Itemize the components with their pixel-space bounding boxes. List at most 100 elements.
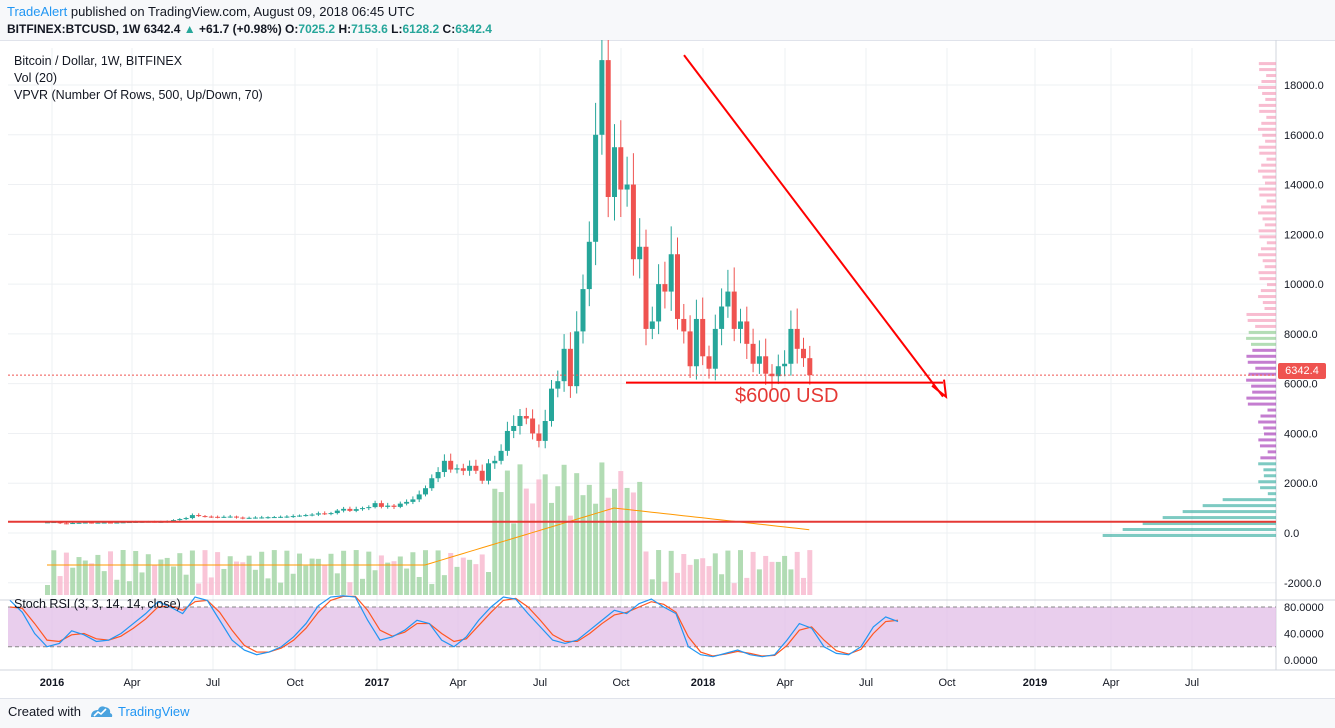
vpvr-row	[1263, 474, 1276, 478]
volume-bar	[297, 553, 302, 595]
created-with-text: Created with	[8, 704, 81, 719]
candle-body	[460, 468, 466, 471]
volume-bar	[89, 563, 95, 595]
open-value: 7025.2	[298, 22, 336, 36]
legend-vpvr[interactable]: VPVR (Number Of Rows, 500, Up/Down, 70)	[14, 88, 263, 102]
candle-body	[542, 421, 548, 441]
candle-body	[687, 331, 693, 367]
time-tick-label: 2017	[365, 677, 389, 689]
volume-bar	[605, 497, 611, 595]
volume-bar	[202, 550, 208, 595]
vpvr-row	[1259, 151, 1276, 155]
candle-body	[284, 516, 290, 518]
candles[interactable]	[45, 40, 813, 525]
candle-body	[523, 416, 529, 419]
vpvr-row	[1258, 62, 1276, 66]
candle-body	[549, 388, 554, 421]
candle-body	[719, 306, 725, 329]
volume-bar	[189, 550, 195, 595]
vpvr-row	[1262, 301, 1276, 305]
last-price: 6342.4	[143, 22, 181, 36]
volume-bar	[693, 559, 699, 595]
volume-bar	[706, 566, 712, 595]
volume-bar	[360, 578, 365, 595]
vpvr-row	[1262, 91, 1276, 95]
vpvr-row	[1248, 372, 1276, 376]
volume-bar	[599, 462, 605, 595]
vpvr-row	[1162, 516, 1276, 520]
volume-bar	[76, 557, 82, 595]
vpvr-row	[1258, 127, 1276, 131]
candle-body	[189, 515, 195, 519]
candle-body	[599, 60, 605, 135]
vpvr-row	[1258, 271, 1276, 275]
volume-bar	[542, 474, 548, 595]
volume-bar	[70, 567, 76, 595]
vpvr-row	[1262, 175, 1276, 179]
stoch-legend[interactable]: Stoch RSI (3, 3, 14, 14, close)	[14, 597, 181, 611]
price-tick-label: 16000.0	[1284, 130, 1324, 142]
candle-body	[574, 331, 580, 387]
vpvr-row	[1259, 277, 1276, 281]
price-tick-label: 10000.0	[1284, 279, 1324, 291]
time-tick-label: 2019	[1023, 677, 1047, 689]
candle-body	[221, 516, 227, 518]
candle-body	[290, 516, 296, 518]
candle-body	[486, 463, 491, 481]
vpvr-row	[1247, 360, 1276, 364]
volume-bar	[133, 550, 139, 595]
time-tick-label: Oct	[612, 677, 629, 689]
vpvr-row	[1266, 74, 1276, 78]
candle-body	[756, 356, 762, 364]
vpvr-row	[1266, 199, 1276, 203]
volume-bar	[221, 568, 227, 595]
low-value: 6128.2	[402, 22, 440, 36]
time-tick-label: Apr	[1102, 677, 1119, 689]
vpvr-row	[1255, 366, 1276, 370]
volume-bar	[649, 579, 655, 595]
candle-body	[227, 516, 233, 518]
volume-bar	[416, 576, 422, 595]
candle-body	[234, 516, 239, 518]
candle-body	[448, 460, 454, 470]
volume-bar	[423, 550, 428, 595]
volume-bar	[731, 583, 737, 595]
candle-body	[580, 289, 586, 332]
candle-body	[278, 516, 284, 518]
tradingview-link[interactable]: TradingView	[118, 704, 190, 719]
vpvr-row	[1250, 342, 1276, 346]
top-bar: TradeAlert published on TradingView.com,…	[0, 0, 1335, 41]
vpvr-row	[1248, 330, 1276, 334]
legend-title[interactable]: Bitcoin / Dollar, 1W, BITFINEX	[14, 54, 183, 68]
tradingview-logo-icon[interactable]	[88, 702, 114, 722]
candle-body	[297, 515, 302, 517]
volume-bar	[794, 551, 800, 595]
volume-bar	[183, 574, 189, 595]
volume-bar	[234, 561, 239, 595]
price-tick-label: 0.0	[1284, 528, 1299, 540]
candle-body	[423, 488, 428, 495]
volume-bar	[555, 486, 561, 595]
vpvr-row	[1266, 157, 1276, 161]
volume-bar	[687, 564, 693, 595]
candle-body	[271, 517, 277, 519]
legend-volume[interactable]: Vol (20)	[14, 71, 58, 85]
symbol-label[interactable]: BITFINEX:BTCUSD, 1W	[7, 22, 141, 36]
volume-bar	[208, 577, 214, 595]
drawings[interactable]	[8, 54, 1276, 523]
vpvr-row	[1258, 462, 1276, 466]
author-link[interactable]: TradeAlert	[7, 4, 68, 19]
candle-body	[624, 184, 630, 190]
vpvr-row	[1267, 492, 1276, 496]
support-annotation[interactable]: $6000 USD	[735, 385, 839, 407]
price-tick-label: 6000.0	[1284, 379, 1318, 391]
vpvr-row	[1258, 145, 1276, 149]
vpvr-row	[1259, 444, 1276, 448]
chart-canvas[interactable]: 18000.0 16000.0 14000.0 12000.0 10000.0 8000.…	[0, 40, 1335, 698]
volume-bar	[108, 551, 113, 595]
candle-body	[511, 425, 517, 431]
volume-bar	[271, 550, 277, 595]
candle-body	[744, 321, 750, 344]
volume-bar	[435, 550, 441, 595]
vpvr-row	[1266, 241, 1276, 245]
